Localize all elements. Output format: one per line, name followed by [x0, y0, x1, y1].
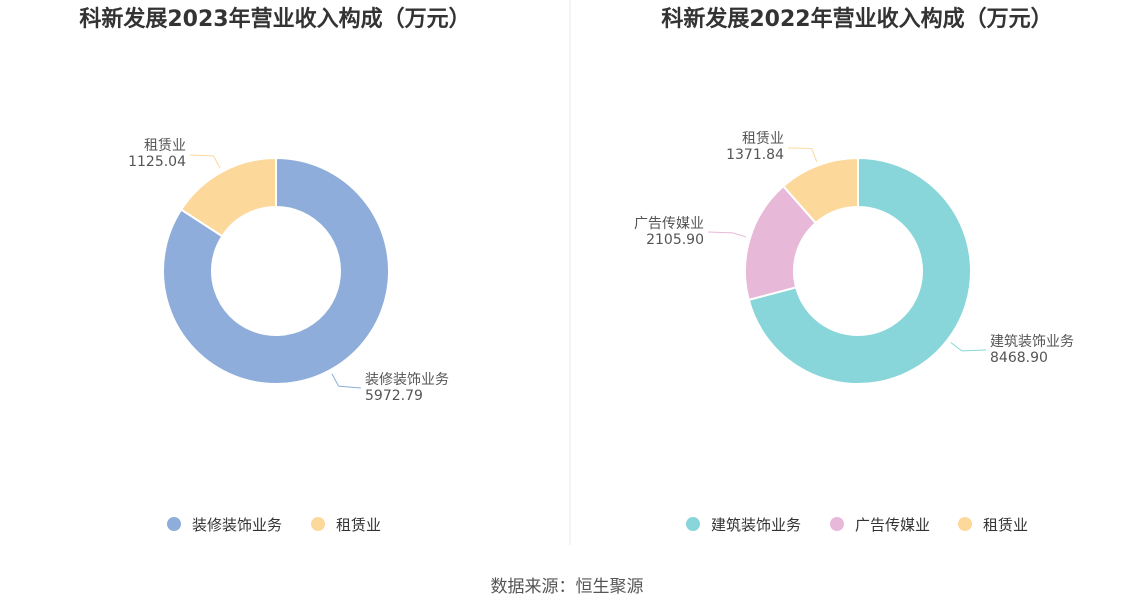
legend-label-0-0[interactable]: 装修装饰业务: [192, 516, 282, 534]
legend-marker-1-1[interactable]: [830, 517, 844, 531]
donut-slice-2022-2: [781, 156, 859, 225]
legend-marker-1-0[interactable]: [686, 517, 700, 531]
legend-label-1-1[interactable]: 广告传媒业: [855, 516, 930, 534]
legend-marker-0-0[interactable]: [167, 517, 181, 531]
legend-2023: 装修装饰业务 租赁业: [167, 516, 381, 534]
legend-label-1-2[interactable]: 租赁业: [983, 516, 1028, 534]
label-leader-line-1-0: [950, 341, 987, 352]
slice-value-label-0-1: 1125.04: [128, 154, 186, 170]
slice-name-label-0-0: 装修装饰业务: [365, 372, 449, 388]
slice-value-label-1-1: 2105.90: [646, 232, 704, 248]
slice-name-label-1-2: 租赁业: [742, 131, 784, 147]
legend-marker-0-1[interactable]: [311, 517, 325, 531]
slice-name-label-0-1: 租赁业: [144, 138, 186, 154]
slice-name-label-1-1: 广告传媒业: [634, 216, 704, 232]
legend-marker-1-2[interactable]: [958, 517, 972, 531]
label-leader-line-0-1: [189, 154, 221, 169]
slice-value-label-0-0: 5972.79: [365, 388, 423, 404]
label-leader-line-0-0: [331, 373, 362, 389]
donut-slice-2023-1: [179, 156, 277, 238]
legend-2022: 建筑装饰业务 广告传媒业 租赁业: [686, 516, 1028, 534]
slice-name-label-1-0: 建筑装饰业务: [990, 334, 1074, 350]
chart-title-2022: 科新发展2022年营业收入构成（万元）: [661, 6, 1052, 32]
label-leader-line-1-1: [707, 231, 747, 238]
slice-value-label-1-0: 8468.90: [990, 350, 1048, 366]
label-leader-line-1-2: [787, 147, 818, 162]
legend-label-0-1[interactable]: 租赁业: [336, 516, 381, 534]
data-source: 数据来源：恒生聚源: [491, 577, 644, 597]
legend-label-1-0[interactable]: 建筑装饰业务: [711, 516, 801, 534]
donut-slice-2023-0: [162, 156, 390, 385]
chart-title-2023: 科新发展2023年营业收入构成（万元）: [79, 6, 470, 32]
slice-value-label-1-2: 1371.84: [726, 147, 784, 163]
donut-slice-2022-0: [747, 156, 972, 385]
